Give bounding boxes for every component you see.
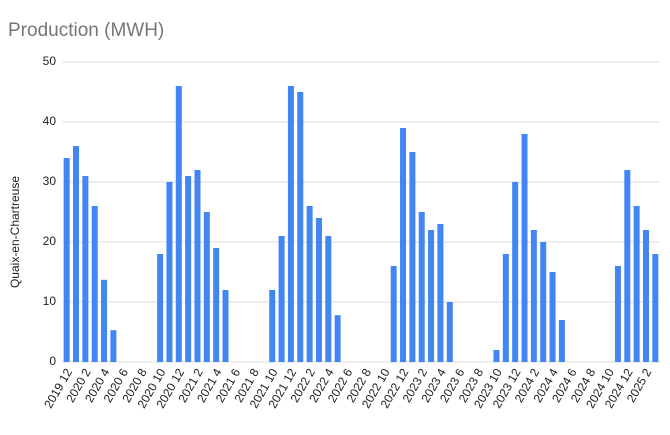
bar <box>166 182 173 362</box>
bar <box>512 182 519 362</box>
y-tick-label: 0 <box>49 354 56 368</box>
bar <box>549 272 556 362</box>
bar <box>325 236 332 362</box>
bar <box>446 302 453 362</box>
chart-title: Production (MWH) <box>8 20 164 41</box>
bar <box>633 206 640 362</box>
bar <box>652 254 659 362</box>
bar <box>297 92 304 362</box>
bar <box>269 290 276 362</box>
bar <box>409 152 416 362</box>
bar <box>203 212 210 362</box>
bar <box>213 248 220 362</box>
bar <box>493 350 500 362</box>
bar <box>278 236 285 362</box>
bar <box>558 320 565 362</box>
bar <box>63 158 70 362</box>
bar <box>642 230 649 362</box>
bar <box>400 128 407 362</box>
bar <box>175 86 182 362</box>
y-axis-label: Quaix-en-Chartreuse <box>8 176 22 288</box>
bar <box>110 330 117 362</box>
bar <box>101 279 108 362</box>
y-tick-label: 20 <box>43 234 57 248</box>
bar <box>540 242 547 362</box>
bar <box>437 224 444 362</box>
bar <box>502 254 509 362</box>
bar <box>306 206 313 362</box>
bar <box>418 212 425 362</box>
bar <box>91 206 98 362</box>
bar <box>390 266 397 362</box>
bar <box>287 86 294 362</box>
y-tick-label: 40 <box>43 114 57 128</box>
bar <box>614 266 621 362</box>
bar <box>530 230 537 362</box>
bar <box>157 254 164 362</box>
bar <box>82 176 89 362</box>
bar <box>315 218 322 362</box>
y-tick-label: 10 <box>43 294 57 308</box>
bar <box>222 290 229 362</box>
bar <box>428 230 435 362</box>
bar <box>194 170 201 362</box>
bar <box>73 146 80 362</box>
y-tick-label: 30 <box>43 174 57 188</box>
bar <box>334 315 341 362</box>
bar <box>185 176 192 362</box>
bar <box>521 134 528 362</box>
y-tick-label: 50 <box>43 54 57 68</box>
bar <box>624 170 631 362</box>
